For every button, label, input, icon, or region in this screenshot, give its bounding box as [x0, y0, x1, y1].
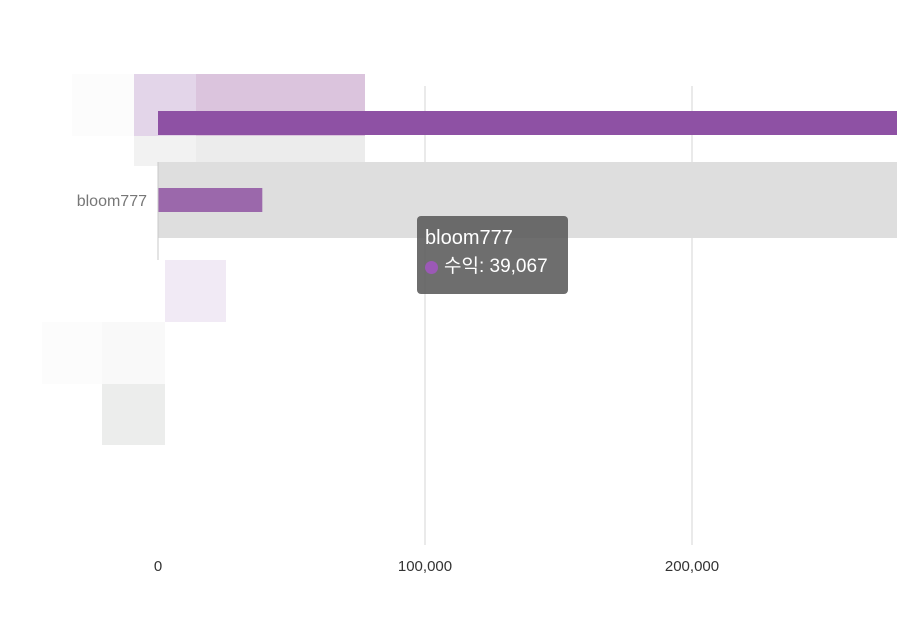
- tooltip-series-dot: [425, 260, 438, 274]
- bar-layer: [158, 111, 897, 212]
- category-label: bloom777: [77, 193, 147, 210]
- bar-bloom777: [158, 188, 263, 212]
- decor-tile: [134, 136, 196, 166]
- decor-tile: [196, 136, 365, 166]
- bar-top: [158, 111, 897, 135]
- grid-layer: [424, 86, 693, 545]
- decor-tile: [42, 322, 102, 384]
- decor-tile: [102, 322, 165, 384]
- x-tick-label: 200,000: [665, 558, 719, 575]
- x-tick-label: 0: [154, 558, 162, 575]
- tooltip: bloom777 수익: 39,067: [417, 216, 568, 294]
- tooltip-value-line: 수익: 39,067: [444, 256, 548, 277]
- label-layer: 0 100,000 200,000 bloom777: [77, 193, 719, 575]
- tooltip-title: bloom777: [425, 227, 513, 249]
- decor-tile: [102, 384, 165, 445]
- decor-tile: [165, 260, 226, 322]
- tooltip-row: 수익: 39,067: [425, 253, 560, 281]
- decorative-tiles: [42, 74, 365, 445]
- x-tick-label: 100,000: [398, 558, 452, 575]
- decor-tile: [72, 74, 134, 136]
